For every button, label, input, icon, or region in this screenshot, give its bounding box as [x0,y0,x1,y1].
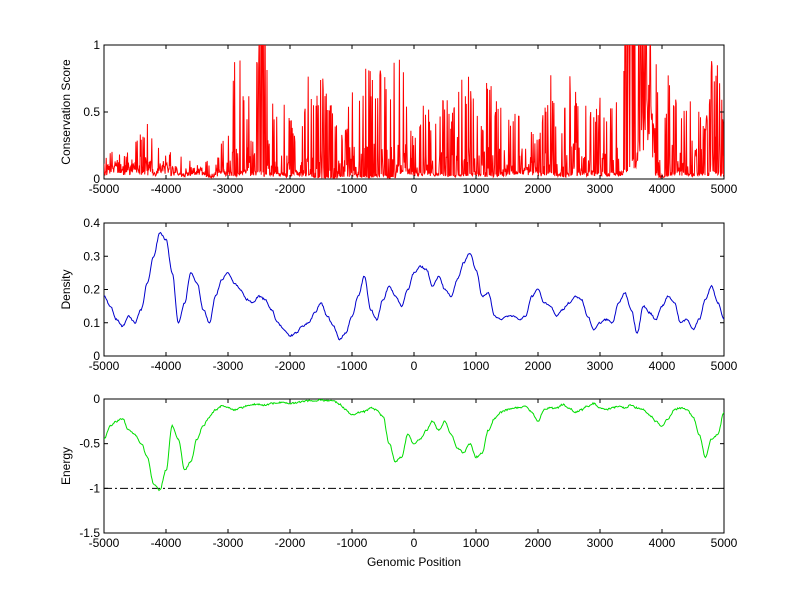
density-y-axis-label: Density [59,269,73,309]
conservation-panel: -5000 -4000 -3000 -2000 -1000 0 1000 2000 3000 40… [59,38,738,196]
energy-x-tick-label: 4000 [649,536,676,550]
conservation-x-tick-label: 2000 [525,182,552,196]
energy-x-tick-label: 5000 [711,536,738,550]
energy-x-tick-label: 0 [411,536,418,550]
energy-series [104,399,724,492]
density-y-tick-label: 0.1 [83,316,100,330]
energy-y-tick-label: -1 [89,481,100,495]
energy-series-line [104,399,724,492]
density-x-tick-label: -1000 [337,359,368,373]
conservation-x-tick-label: 1000 [463,182,490,196]
energy-x-tick-label: -2000 [275,536,306,550]
energy-panel: -5000 -4000 -3000 -2000 -1000 0 1000 2000 3000 40… [59,392,738,569]
density-x-tick-label: 0 [411,359,418,373]
energy-x-tick-label: -5000 [89,536,120,550]
energy-x-tick-label: -3000 [213,536,244,550]
energy-y-tick-label: -1.5 [79,526,100,540]
density-axes-box [103,222,725,357]
conservation-x-tick-label: 4000 [649,182,676,196]
energy-ticks: -5000 -4000 -3000 -2000 -1000 0 1000 2000 3000 40… [79,392,737,550]
density-x-tick-label: 2000 [525,359,552,373]
density-x-tick-label: 5000 [711,359,738,373]
density-series [104,231,724,341]
energy-y-tick-label: 0 [93,392,100,406]
conservation-series [104,45,724,179]
energy-x-tick-label: -1000 [337,536,368,550]
energy-y-tick-label: -0.5 [79,437,100,451]
conservation-x-tick-label: -4000 [151,182,182,196]
energy-x-tick-label: 3000 [587,536,614,550]
energy-axes-box [103,398,725,534]
density-x-tick-label: -4000 [151,359,182,373]
density-y-tick-label: 0 [93,349,100,363]
density-panel: -5000 -4000 -3000 -2000 -1000 0 1000 2000 3000 40… [59,216,738,373]
density-x-tick-label: 4000 [649,359,676,373]
conservation-x-tick-label: 0 [411,182,418,196]
conservation-x-tick-label: -2000 [275,182,306,196]
energy-x-tick-label: -4000 [151,536,182,550]
density-y-tick-label: 0.4 [83,216,100,230]
conservation-ticks: -5000 -4000 -3000 -2000 -1000 0 1000 2000 3000 40… [83,38,737,196]
energy-x-tick-label: 2000 [525,536,552,550]
density-ticks: -5000 -4000 -3000 -2000 -1000 0 1000 2000 3000 40… [83,216,737,373]
conservation-x-tick-label: 5000 [711,182,738,196]
density-x-tick-label: -5000 [89,359,120,373]
density-y-tick-label: 0.3 [83,249,100,263]
conservation-y-axis-label: Conservation Score [59,59,73,165]
conservation-y-tick-label: 1 [93,38,100,52]
conservation-y-tick-label: 0.5 [83,105,100,119]
density-series-line [104,231,724,341]
conservation-y-tick-label: 0 [93,172,100,186]
conservation-x-tick-label: -3000 [213,182,244,196]
conservation-series-line [104,45,724,179]
density-x-tick-label: 1000 [463,359,490,373]
energy-x-tick-label: 1000 [463,536,490,550]
density-x-tick-label: 3000 [587,359,614,373]
density-y-tick-label: 0.2 [83,283,100,297]
density-x-tick-label: -3000 [213,359,244,373]
conservation-x-tick-label: -5000 [89,182,120,196]
density-x-tick-label: -2000 [275,359,306,373]
conservation-x-tick-label: -1000 [337,182,368,196]
energy-x-axis-label: Genomic Position [367,555,461,569]
conservation-x-tick-label: 3000 [587,182,614,196]
energy-y-axis-label: Energy [59,447,73,485]
